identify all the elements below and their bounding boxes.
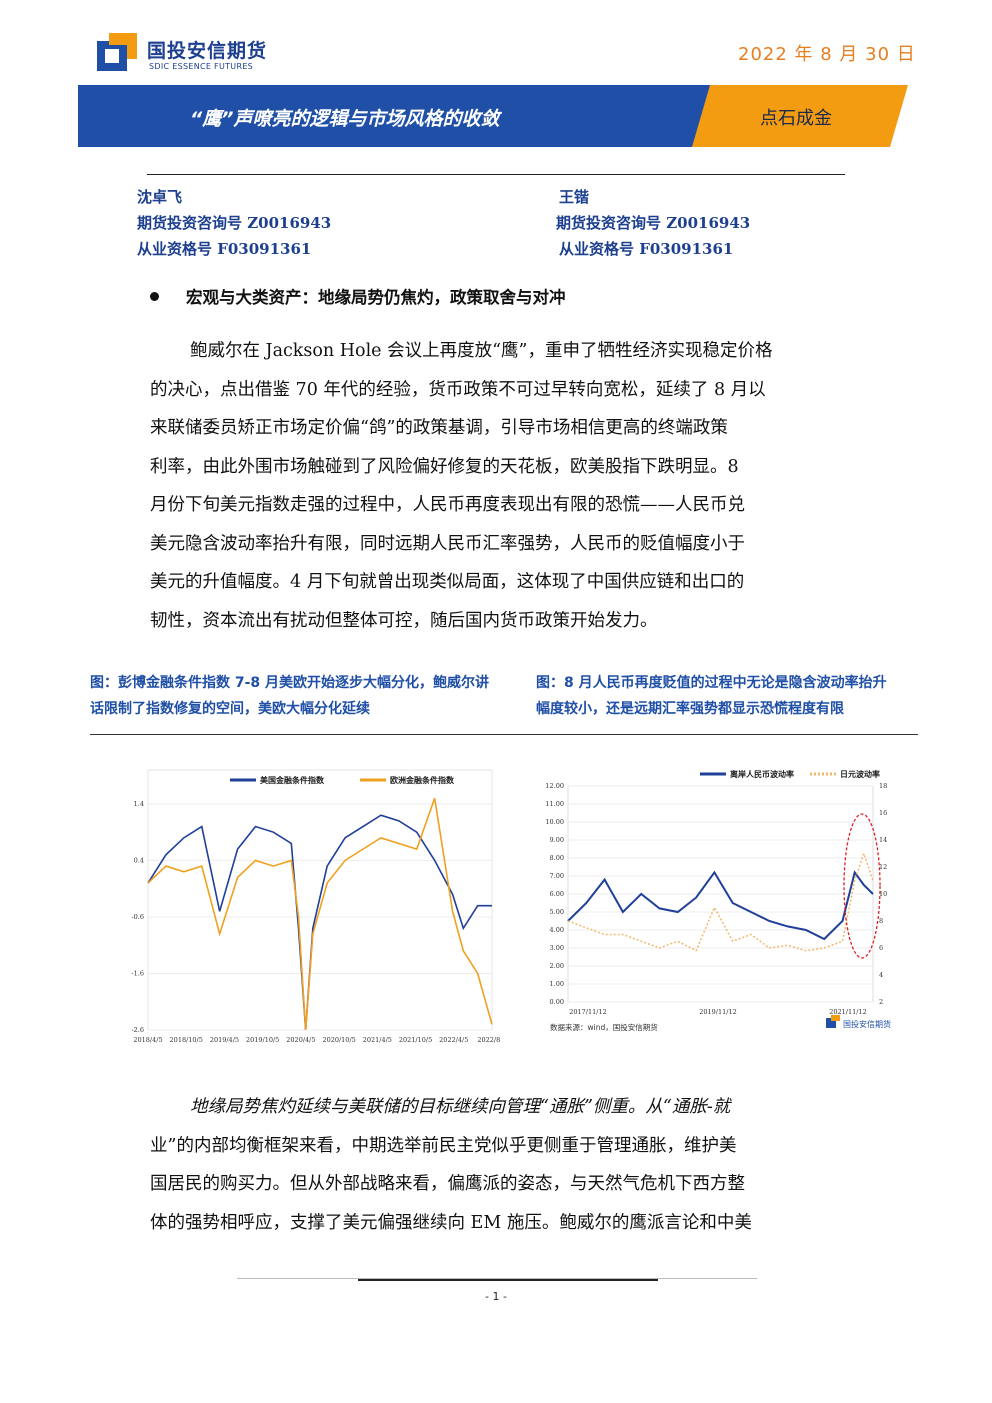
- y-tick-label-left: 12.00: [545, 782, 564, 790]
- y-tick-label-right: 10: [879, 890, 887, 898]
- x-tick-label: 2021/11/12: [829, 1008, 866, 1016]
- y-tick-label-right: 8: [879, 917, 883, 925]
- chart-rmb-volatility: 12.00 11.00 10.00 9.00 8.00 7.00 6.00 5.00 4.00 3…: [538, 760, 913, 1050]
- y-tick-label: -1.6: [131, 969, 144, 977]
- watermark-logo-text: 国投安信期货: [843, 1019, 891, 1029]
- x-tick-label: 2021/4/5: [363, 1036, 392, 1044]
- x-tick-label: 2019/4/5: [210, 1036, 239, 1044]
- author-1-cert-no: 从业资格号 F03091361: [137, 240, 312, 258]
- paragraph-line: 业”的内部均衡框架来看，中期选举前民主党似乎更侧重于管理通胀，维护美: [150, 1135, 737, 1156]
- x-tick-label: 2021/10/5: [399, 1036, 432, 1044]
- chart-financial-conditions: 1.4 0.4 -0.6 -1.6 -2.6 2018/4/5 2018/10/5 2019/…: [120, 758, 507, 1050]
- y-tick-label-left: 1.00: [550, 980, 564, 988]
- legend-label: 欧洲金融条件指数: [390, 775, 455, 785]
- section-heading: 宏观与大类资产：地缘局势仍焦灼，政策取舍与对冲: [186, 288, 566, 307]
- y-tick-label-left: 6.00: [550, 890, 564, 898]
- y-tick-label-left: 5.00: [550, 908, 564, 916]
- column-tag: 点石成金: [760, 108, 832, 129]
- caption-line: 图：8 月人民币再度贬值的过程中无论是隐含波动率抬升: [536, 675, 887, 691]
- y-tick-label-right: 16: [879, 809, 887, 817]
- y-tick-label-left: 0.00: [550, 998, 564, 1006]
- y-tick-label-right: 6: [879, 944, 883, 952]
- paragraph-line: 的决心，点出借鉴 70 年代的经验，货币政策不可过早转向宽松，延续了 8 月以: [150, 379, 766, 400]
- chart-source: 数据来源：wind，国投安信期货: [550, 1022, 658, 1032]
- author-2-name: 王锴: [559, 188, 590, 206]
- paragraph-line: 国居民的购买力。但从外部战略来看，偏鹰派的姿态，与天然气危机下西方整: [150, 1174, 745, 1194]
- y-tick-label-right: 18: [879, 782, 887, 790]
- y-tick-label-left: 10.00: [545, 818, 564, 826]
- paragraph-line: 来联储委员矫正市场定价偏“鸽”的政策基调，引导市场相信更高的终端政策: [150, 418, 728, 438]
- tag-banner: [692, 85, 908, 147]
- footer-divider-bold: [358, 1279, 658, 1281]
- y-tick-label: -2.6: [131, 1026, 144, 1034]
- paragraph-line: 利率，由此外围市场触碰到了风险偏好修复的天花板，欧美股指下跌明显。8: [150, 456, 739, 477]
- y-tick-label-right: 2: [879, 998, 883, 1006]
- company-logo-icon: [97, 33, 137, 71]
- footer-divider: [237, 1278, 757, 1279]
- author-2-consult-no: 期货投资咨询号 Z0016943: [556, 214, 751, 232]
- caption-line: 幅度较小，还是远期汇率强势都显示恐慌程度有限: [536, 701, 844, 717]
- legend-label: 离岸人民币波动率: [730, 769, 794, 779]
- y-tick-label-left: 3.00: [550, 944, 564, 952]
- paragraph-line: 美元的升值幅度。4 月下旬就曾出现类似局面，这体现了中国供应链和出口的: [150, 572, 745, 592]
- y-tick-label-left: 9.00: [550, 836, 564, 844]
- body-paragraph-1: 鲍威尔在 Jackson Hole 会议上再度放“鹰”，重申了牺牲经济实现稳定价…: [150, 332, 840, 640]
- section-bullet: [150, 292, 159, 301]
- x-tick-label: 2022/8/5: [477, 1036, 500, 1044]
- caption-divider: [90, 734, 918, 735]
- y-tick-label-left: 7.00: [550, 872, 564, 880]
- author-1-name: 沈卓飞: [137, 188, 183, 206]
- body-paragraph-2: 地缘局势焦灼延续与美联储的目标继续向管理“通胀”侧重。从“通胀-就 业”的内部均…: [150, 1088, 840, 1242]
- y-tick-label-left: 11.00: [545, 800, 564, 808]
- logo-english-name: SDIC ESSENCE FUTURES: [149, 62, 254, 71]
- y-tick-label-right: 4: [879, 971, 883, 979]
- watermark-logo-orange: [831, 1015, 840, 1021]
- x-tick-label: 2018/4/5: [133, 1036, 162, 1044]
- series-line-us: [147, 814, 492, 1031]
- series-line-jpy: [567, 851, 874, 952]
- figure-right-caption: 图：8 月人民币再度贬值的过程中无论是隐含波动率抬升 幅度较小，还是远期汇率强势…: [536, 670, 918, 722]
- report-title: “鹰”声嘹亮的逻辑与市场风格的收敛: [190, 108, 500, 130]
- author-2-cert-no: 从业资格号 F03091361: [559, 240, 734, 258]
- page-number: - 1 -: [485, 1290, 507, 1303]
- logo-chinese-name: 国投安信期货: [147, 40, 268, 62]
- x-tick-label: 2020/10/5: [322, 1036, 355, 1044]
- figure-left-caption: 图：彭博金融条件指数 7-8 月美欧开始逐步大幅分化，鲍威尔讲 话限制了指数修复…: [90, 670, 526, 722]
- x-tick-label: 2020/4/5: [286, 1036, 315, 1044]
- legend-label: 日元波动率: [840, 769, 880, 779]
- y-tick-label-right: 12: [879, 863, 887, 871]
- paragraph-line: 体的强势相呼应，支撑了美元偏强继续向 EM 施压。鲍威尔的鹰派言论和中美: [150, 1212, 752, 1233]
- rmb-volatility-svg: 12.00 11.00 10.00 9.00 8.00 7.00 6.00 5.00 4.00 3…: [545, 769, 891, 1032]
- y-tick-label: 0.4: [134, 856, 144, 864]
- legend-label: 美国金融条件指数: [260, 775, 325, 785]
- caption-line: 话限制了指数修复的空间，美欧大幅分化延续: [90, 701, 370, 717]
- paragraph-line: 地缘局势焦灼延续与美联储的目标继续向管理“通胀”侧重。从“通胀-就: [190, 1097, 731, 1117]
- author-1-consult-no: 期货投资咨询号 Z0016943: [137, 214, 332, 232]
- y-tick-label-left: 8.00: [550, 854, 564, 862]
- report-date: 2022 年 8 月 30 日: [738, 44, 916, 65]
- series-line-cnh: [567, 870, 874, 941]
- y-tick-label-left: 2.00: [550, 962, 564, 970]
- paragraph-line: 美元隐含波动率抬升有限，同时远期人民币汇率强势，人民币的贬值幅度小于: [150, 533, 745, 554]
- x-tick-label: 2019/11/12: [699, 1008, 736, 1016]
- x-tick-label: 2017/11/12: [569, 1008, 606, 1016]
- header-divider: [147, 174, 845, 175]
- y-tick-label: -0.6: [131, 913, 144, 921]
- caption-line: 图：彭博金融条件指数 7-8 月美欧开始逐步大幅分化，鲍威尔讲: [90, 675, 490, 691]
- y-tick-label-left: 4.00: [550, 926, 564, 934]
- watermark-logo-icon: [826, 1015, 840, 1028]
- x-tick-label: 2019/10/5: [246, 1036, 279, 1044]
- paragraph-line: 月份下旬美元指数走强的过程中，人民币再度表现出有限的恐慌——人民币兑: [150, 495, 745, 515]
- watermark-logo-blue: [826, 1018, 836, 1028]
- x-tick-label: 2022/4/5: [439, 1036, 468, 1044]
- x-tick-label: 2018/10/5: [170, 1036, 203, 1044]
- series-line-eu: [147, 797, 493, 1031]
- y-tick-label-right: 14: [879, 836, 887, 844]
- financial-conditions-svg: 1.4 0.4 -0.6 -1.6 -2.6 2018/4/5 2018/10/5 2019/…: [131, 769, 507, 1044]
- y-tick-label: 1.4: [134, 800, 144, 808]
- paragraph-line: 鲍威尔在 Jackson Hole 会议上再度放“鹰”，重申了牺牲经济实现稳定价…: [190, 341, 773, 361]
- title-banner: [78, 85, 718, 147]
- highlight-ellipse: [843, 813, 881, 959]
- paragraph-line: 韧性，资本流出有扰动但整体可控，随后国内货币政策开始发力。: [150, 610, 658, 631]
